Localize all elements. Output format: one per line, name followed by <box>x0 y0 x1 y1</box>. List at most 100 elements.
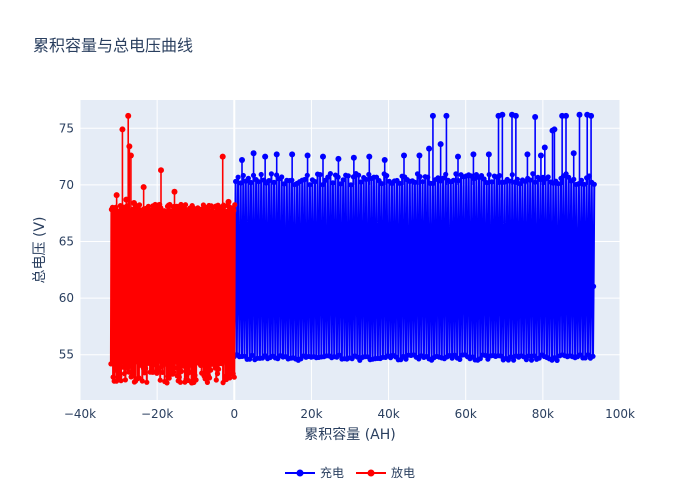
legend-item-discharge[interactable]: 放电 <box>356 465 415 480</box>
spike-point <box>250 150 257 157</box>
data-point <box>247 356 253 362</box>
data-point <box>554 357 560 363</box>
data-point <box>163 209 169 215</box>
data-point <box>172 365 178 371</box>
spike-point <box>262 153 269 160</box>
data-point <box>192 372 198 378</box>
data-point <box>171 369 177 375</box>
x-tick-label: 80k <box>532 407 554 421</box>
data-point <box>396 282 402 288</box>
data-point <box>329 276 335 282</box>
data-point <box>473 274 479 280</box>
spike-point <box>113 192 120 199</box>
data-point <box>452 283 458 289</box>
y-tick-label: 75 <box>59 121 74 135</box>
data-point <box>141 370 148 376</box>
data-point <box>477 356 483 362</box>
spike-point <box>335 155 342 162</box>
data-point <box>420 179 426 185</box>
data-point <box>530 171 536 177</box>
data-point <box>496 173 503 179</box>
data-point <box>118 378 124 384</box>
data-point <box>221 357 227 363</box>
spike-point <box>470 151 477 158</box>
data-point <box>130 370 136 376</box>
chart-title: 累积容量与总电压曲线 <box>33 36 193 55</box>
data-point <box>252 274 258 280</box>
data-point <box>109 360 115 367</box>
data-point <box>317 172 323 178</box>
x-tick-label: 20k <box>300 407 322 421</box>
data-point <box>324 280 330 286</box>
spike-point <box>158 167 164 174</box>
data-point <box>336 352 342 358</box>
data-point <box>442 271 448 277</box>
legend-label-discharge: 放电 <box>391 465 415 480</box>
data-point <box>204 379 210 385</box>
data-point <box>143 365 149 371</box>
spike-point <box>140 184 147 191</box>
data-point <box>462 277 469 283</box>
data-point <box>182 202 189 208</box>
plot-area <box>79 100 621 400</box>
spike-point <box>304 152 311 159</box>
data-point <box>550 272 556 278</box>
data-point <box>493 281 499 287</box>
data-point <box>268 171 274 177</box>
legend-item-charge[interactable]: 充电 <box>285 465 344 480</box>
data-point <box>181 363 187 369</box>
x-tick-label: −40k <box>64 407 96 421</box>
data-point <box>156 358 162 364</box>
data-point <box>257 272 264 278</box>
data-point <box>370 278 376 284</box>
data-point <box>213 377 219 383</box>
series-layer <box>108 111 597 386</box>
spike-point <box>426 145 433 152</box>
data-point <box>526 353 532 359</box>
data-point <box>334 283 340 289</box>
data-point <box>509 281 515 287</box>
data-point <box>327 171 333 177</box>
data-point <box>134 359 140 365</box>
spike-point <box>570 150 577 157</box>
series-line <box>109 204 236 383</box>
data-point <box>527 177 533 183</box>
spike-point <box>401 152 407 159</box>
data-point <box>565 282 571 288</box>
data-point <box>406 282 412 289</box>
data-point <box>233 178 239 185</box>
data-point <box>227 375 233 381</box>
data-point <box>309 277 315 283</box>
data-point <box>173 359 179 365</box>
series-discharge <box>108 112 238 386</box>
data-point <box>314 281 320 287</box>
data-point <box>302 176 308 183</box>
data-point <box>386 277 392 283</box>
data-point <box>416 280 422 286</box>
data-point <box>457 280 463 286</box>
data-point <box>228 366 234 372</box>
data-point <box>110 374 116 380</box>
spike-point <box>576 111 583 118</box>
data-point <box>447 283 453 289</box>
data-point <box>266 178 272 184</box>
data-point <box>363 176 369 182</box>
spike-point <box>350 154 357 161</box>
spike-point <box>125 112 132 119</box>
x-axis-ticks: −40k −20k 0 20k 40k 60k 80k 100k <box>64 407 635 421</box>
data-point <box>312 179 318 185</box>
data-point <box>397 180 403 186</box>
data-point <box>591 283 597 289</box>
data-point <box>503 277 510 283</box>
data-point <box>432 279 438 285</box>
legend-marker-charge <box>296 469 304 477</box>
data-point <box>391 284 397 290</box>
data-point <box>283 274 289 280</box>
data-point <box>231 374 237 380</box>
spike-point <box>119 126 126 133</box>
x-tick-label: 0 <box>230 407 238 421</box>
legend[interactable]: 充电 放电 <box>285 465 415 480</box>
spike-point <box>225 198 232 205</box>
data-point <box>178 368 185 374</box>
data-point <box>514 275 520 281</box>
